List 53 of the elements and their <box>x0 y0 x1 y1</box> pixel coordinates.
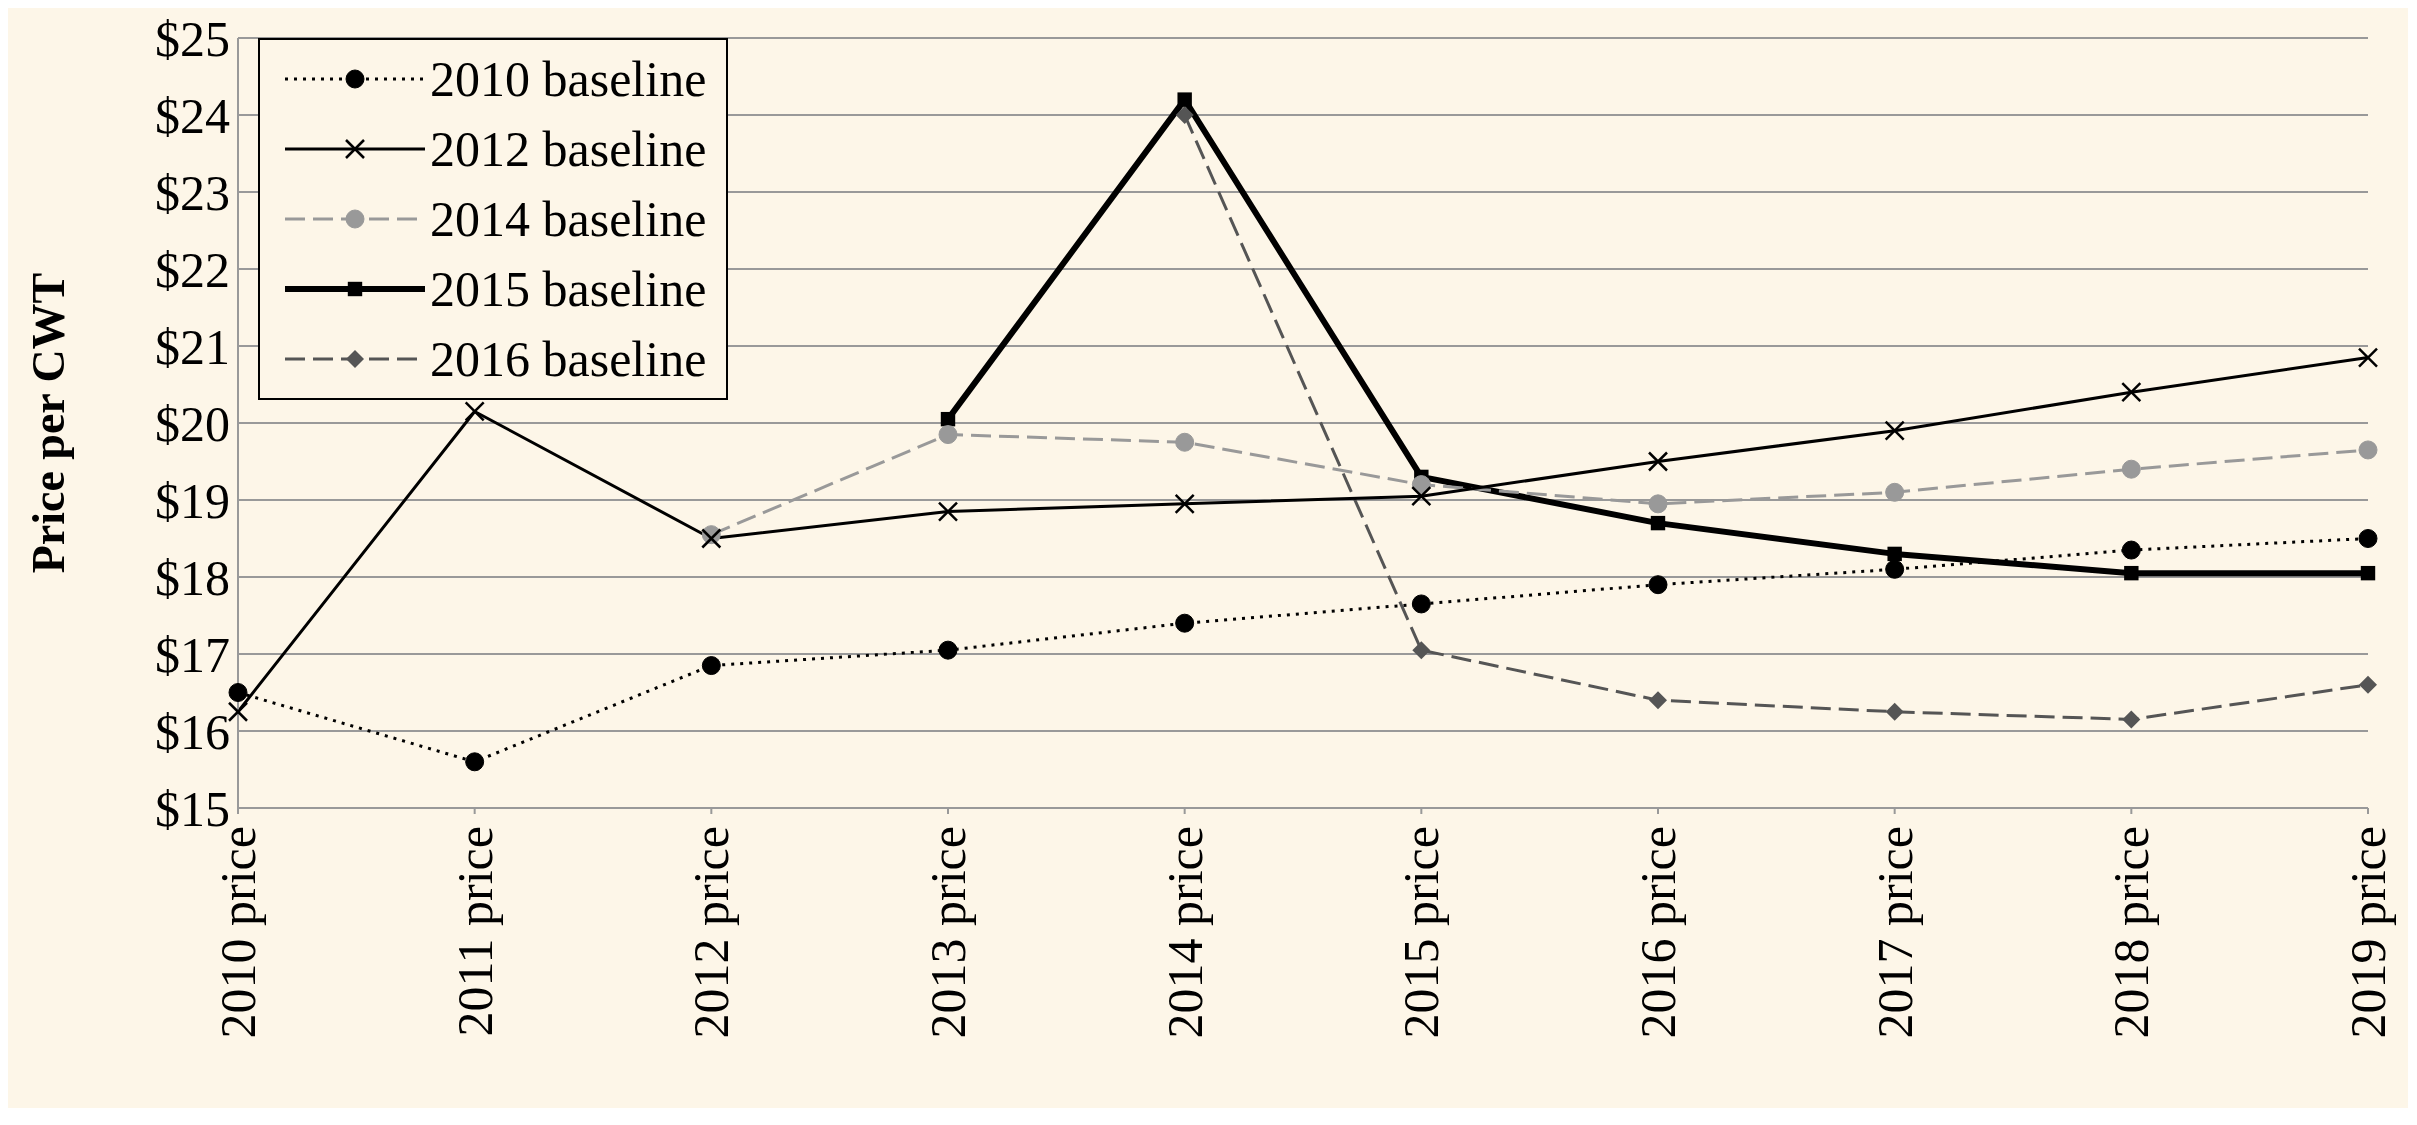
point <box>1175 613 1195 633</box>
y-tick-label: $22 <box>155 241 230 298</box>
point <box>940 411 956 427</box>
point <box>2122 710 2141 729</box>
point <box>1648 575 1668 595</box>
point <box>2124 565 2139 581</box>
y-tick-label: $17 <box>155 626 230 683</box>
point <box>2359 675 2377 694</box>
x-tick-label: 2013 price <box>920 826 976 1039</box>
y-tick-label: $25 <box>155 10 230 67</box>
y-tick-label: $16 <box>155 703 230 760</box>
legend-label: 2010 baseline <box>430 50 707 108</box>
legend-label: 2015 baseline <box>430 260 707 318</box>
y-tick-label: $20 <box>155 395 230 452</box>
point <box>2360 565 2376 581</box>
point <box>938 640 958 660</box>
legend-label: 2014 baseline <box>430 190 707 248</box>
point <box>1175 432 1195 452</box>
point <box>1650 515 1666 531</box>
point <box>938 425 958 445</box>
point <box>465 752 485 772</box>
x-tick-label: 2017 price <box>1866 826 1923 1039</box>
y-tick-label: $21 <box>155 318 230 375</box>
point <box>1177 92 1192 107</box>
y-tick-label: $24 <box>155 87 230 144</box>
point <box>1885 702 1904 721</box>
point <box>2358 529 2378 548</box>
point <box>2358 440 2378 460</box>
point <box>1649 691 1667 710</box>
point <box>2121 540 2141 560</box>
x-tick-label: 2019 price <box>2340 826 2396 1039</box>
x-tick-label: 2012 price <box>683 826 740 1039</box>
x-tick-label: 2016 price <box>1630 826 1686 1039</box>
point <box>228 683 248 702</box>
x-tick-label: 2015 price <box>1393 826 1450 1039</box>
point <box>701 656 721 676</box>
x-tick-label: 2018 price <box>2103 826 2160 1039</box>
point <box>2121 459 2141 479</box>
legend-label: 2016 baseline <box>430 330 707 388</box>
x-tick-label: 2014 price <box>1156 826 1213 1039</box>
y-tick-label: $18 <box>155 549 230 606</box>
y-axis-title: Price per CWT <box>23 272 75 574</box>
point <box>1411 594 1431 614</box>
legend-label: 2012 baseline <box>430 120 707 178</box>
point <box>1175 106 1194 124</box>
y-tick-label: $19 <box>155 472 230 529</box>
point <box>1412 641 1431 660</box>
point <box>1887 546 1902 562</box>
point <box>1648 494 1668 514</box>
point <box>1885 559 1905 579</box>
y-tick-label: $23 <box>155 164 230 221</box>
point <box>1885 482 1905 502</box>
x-tick-label: 2011 price <box>446 826 503 1037</box>
